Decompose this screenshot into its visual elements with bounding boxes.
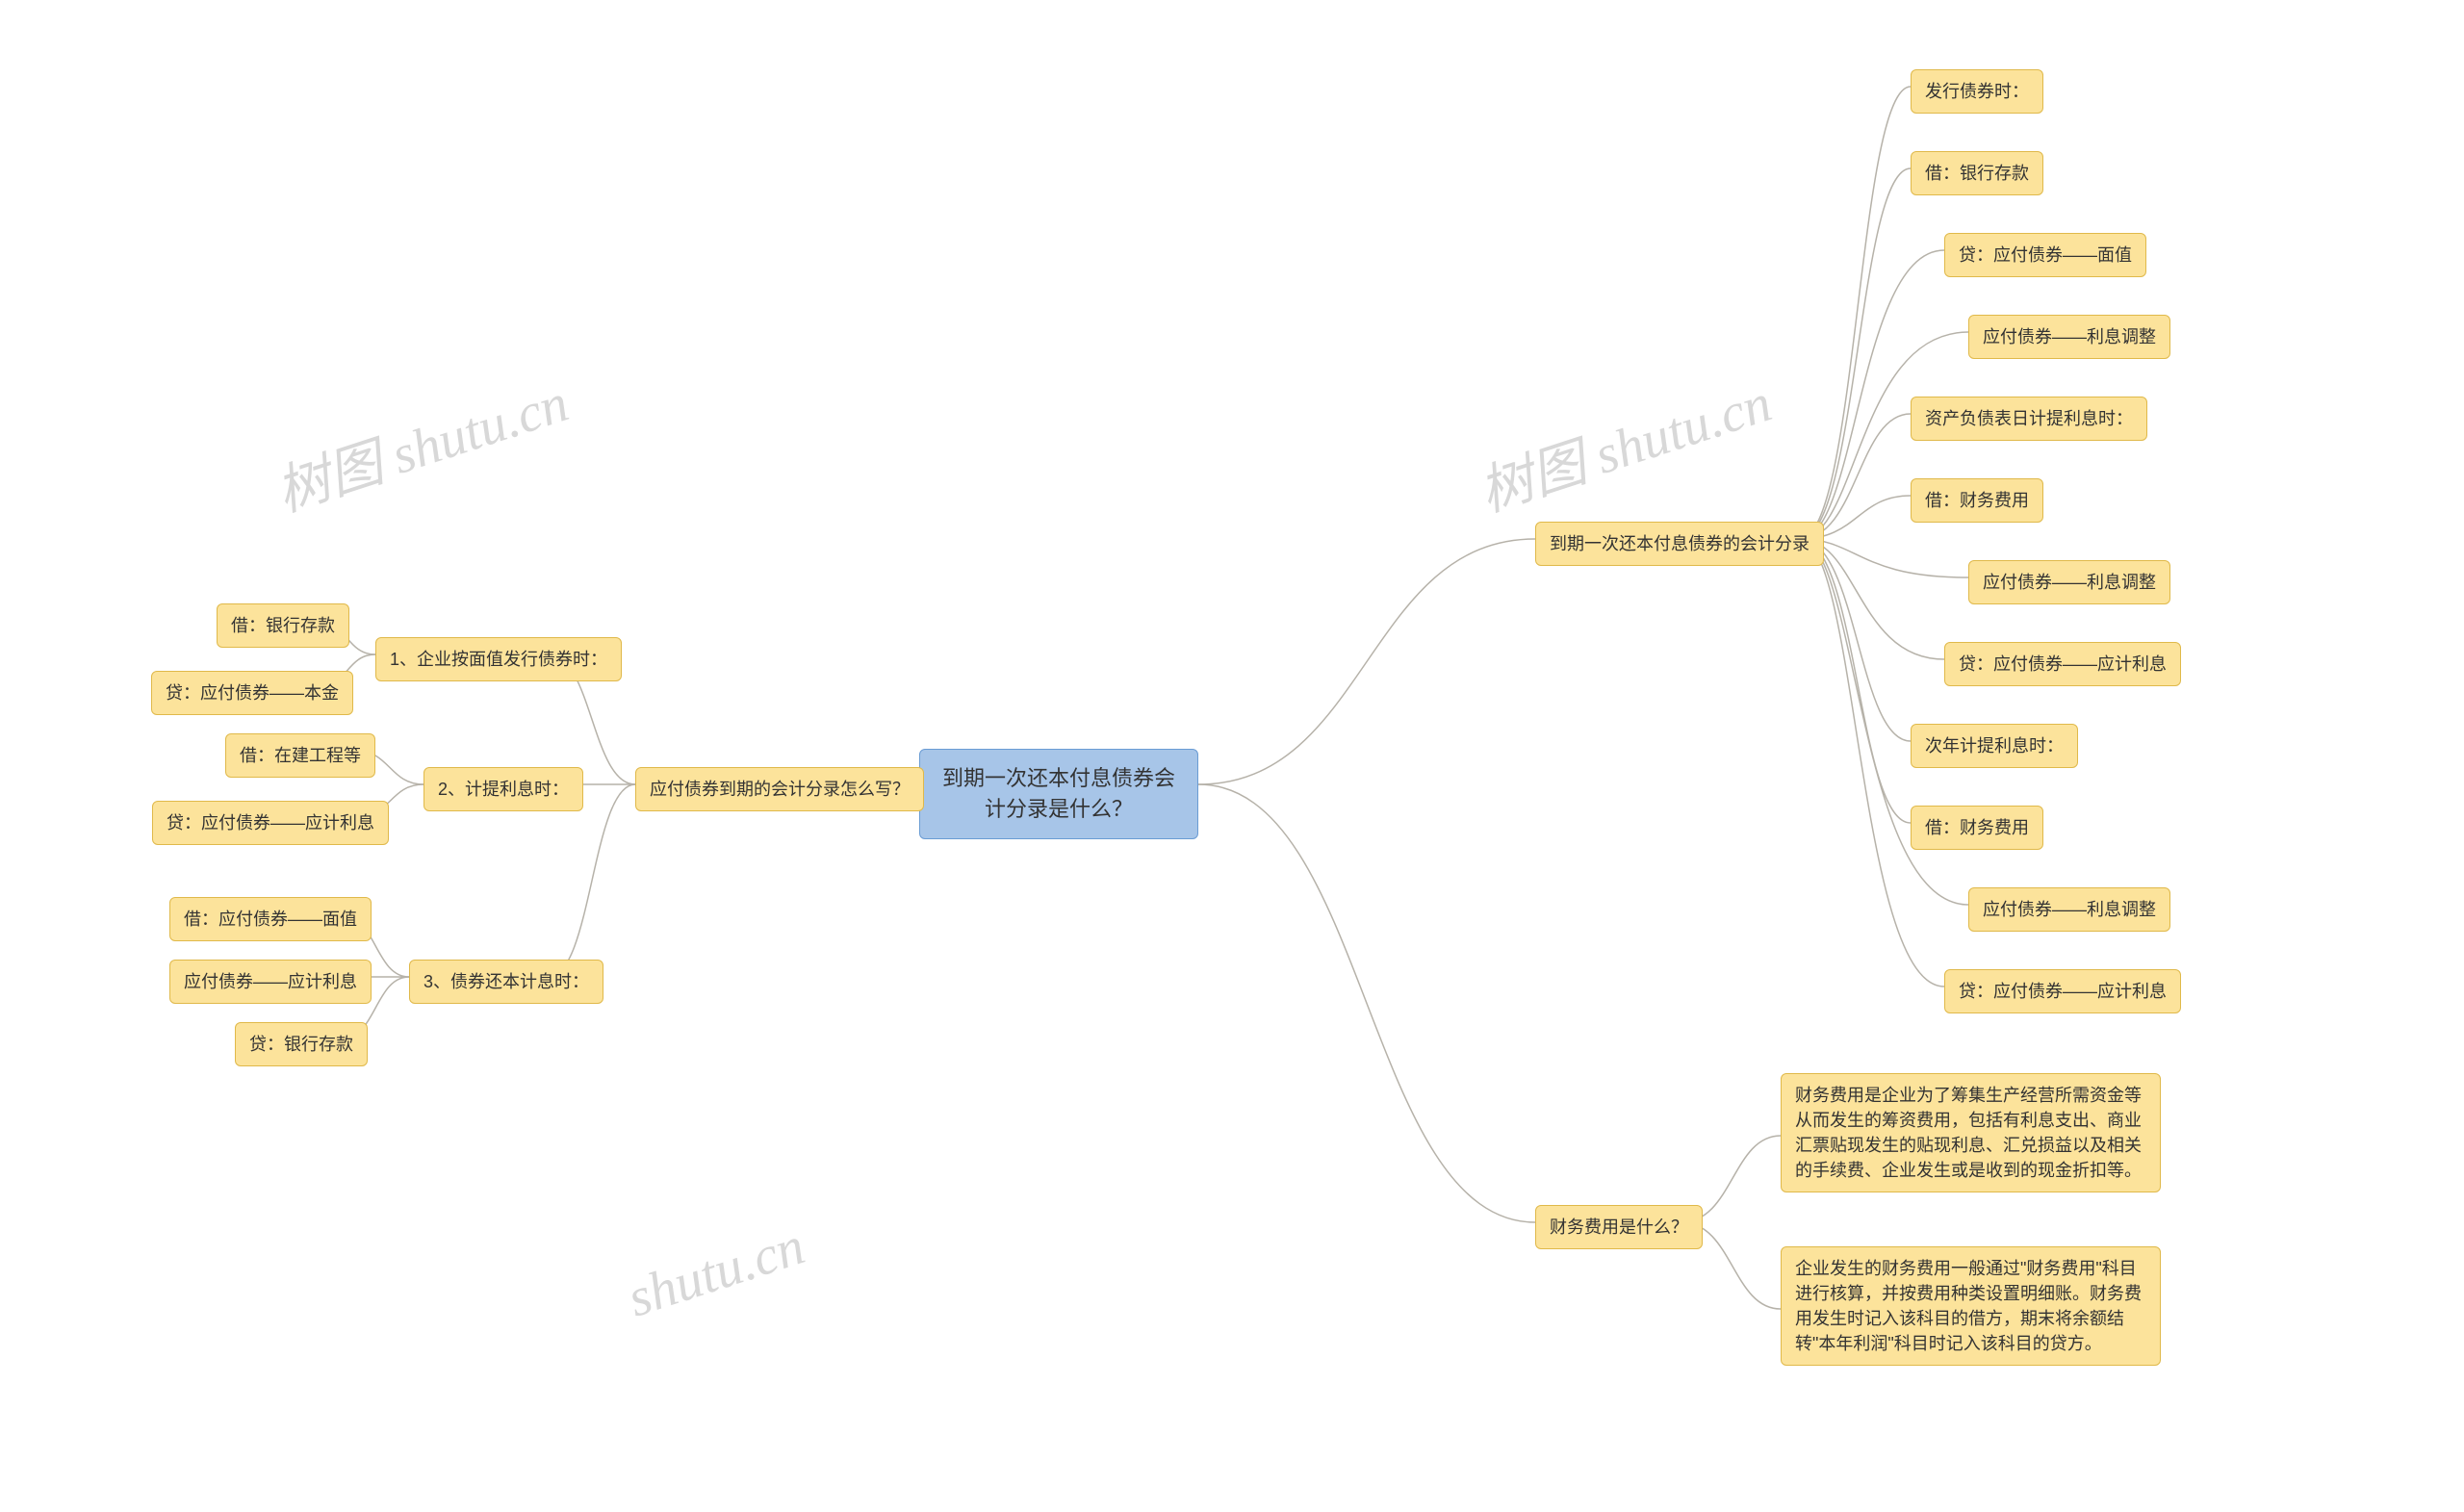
leaf: 应付债券——应计利息 (169, 960, 372, 1004)
left-child-3: 3、债券还本计息时： (409, 960, 603, 1004)
watermark: shutu.cn (621, 1215, 812, 1329)
leaf: 贷：应付债券——应计利息 (152, 801, 389, 845)
left-child-1: 1、企业按面值发行债券时： (375, 637, 622, 681)
right-branch-1: 到期一次还本付息债券的会计分录 (1535, 522, 1824, 566)
leaf: 应付债券——利息调整 (1968, 560, 2170, 604)
leaf: 贷：应付债券——应计利息 (1944, 969, 2181, 1013)
root-line2: 计分录是什么？ (985, 797, 1133, 821)
leaf: 资产负债表日计提利息时： (1911, 397, 2147, 441)
leaf: 次年计提利息时： (1911, 724, 2078, 768)
root-line1: 到期一次还本付息债券会 (942, 766, 1175, 790)
leaf: 贷：应付债券——本金 (151, 671, 353, 715)
leaf: 应付债券——利息调整 (1968, 887, 2170, 932)
leaf: 借：财务费用 (1911, 478, 2043, 523)
left-branch: 应付债券到期的会计分录怎么写？ (635, 767, 924, 811)
leaf: 借：财务费用 (1911, 806, 2043, 850)
leaf: 贷：应付债券——应计利息 (1944, 642, 2181, 686)
leaf: 财务费用是企业为了筹集生产经营所需资金等从而发生的筹资费用，包括有利息支出、商业… (1781, 1073, 2161, 1192)
leaf: 借：银行存款 (217, 603, 349, 648)
leaf: 借：应付债券——面值 (169, 897, 372, 941)
right-branch-2: 财务费用是什么？ (1535, 1205, 1703, 1249)
root-node: 到期一次还本付息债券会 计分录是什么？ (919, 749, 1198, 839)
leaf: 发行债券时： (1911, 69, 2043, 114)
left-child-2: 2、计提利息时： (424, 767, 583, 811)
leaf: 借：在建工程等 (225, 733, 375, 778)
leaf: 企业发生的财务费用一般通过"财务费用"科目进行核算，并按费用种类设置明细账。财务… (1781, 1246, 2161, 1366)
leaf: 应付债券——利息调整 (1968, 315, 2170, 359)
leaf: 贷：应付债券——面值 (1944, 233, 2146, 277)
leaf: 贷：银行存款 (235, 1022, 368, 1066)
leaf: 借：银行存款 (1911, 151, 2043, 195)
watermark: 树图 shutu.cn (1468, 359, 1780, 526)
watermark: 树图 shutu.cn (265, 359, 577, 526)
